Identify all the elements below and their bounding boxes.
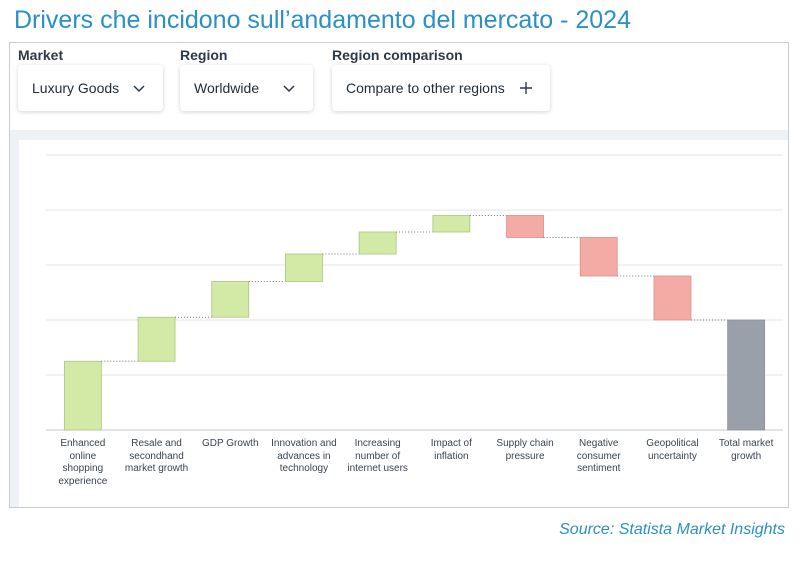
filter-label: Region comparison [332,47,463,63]
bar [137,316,176,362]
x-tick-label: GDP Growth [202,438,259,449]
x-tick-label: Geopolitical uncertainty [646,438,699,462]
filter-label: Region [180,47,228,63]
x-tick-label: Increasing number of internet users [347,438,408,474]
x-tick-label: Resale and secondhand market growth [124,438,189,474]
compare-button[interactable]: Compare to other regions [332,65,550,111]
x-tick-label: Supply chain pressure [496,438,554,462]
bar [211,281,250,318]
region-dropdown[interactable]: Worldwide [180,65,313,111]
dropdown-value: Luxury Goods [32,80,120,96]
filter-label: Market [18,47,64,63]
bar [506,215,544,238]
x-tick-label: Enhanced online shopping experience [58,438,108,487]
chart-side-strip [10,130,19,507]
plus-icon [520,82,532,94]
bar [579,237,618,277]
page-title: Drivers che incidono sull’andamento del … [14,6,631,34]
market-dropdown[interactable]: Luxury Goods [18,65,163,111]
source: Source: Statista Market Insights [559,521,785,538]
x-tick-label: Total market growth [718,438,774,462]
chevron-icon [283,85,295,93]
bar [63,360,102,431]
bar [432,215,471,233]
x-tick-label: Negative consumer sentiment [576,438,621,474]
bar [727,319,766,431]
button-text: Compare to other regions [346,80,505,96]
x-tick-label: Impact of inflation [430,438,472,462]
panel [9,42,789,508]
bar [285,253,323,282]
bar [358,231,397,255]
chevron-icon [133,85,145,93]
dropdown-value: Worldwide [194,80,260,96]
x-tick-label: Innovation and advances in technology [271,438,337,474]
bar [653,275,692,321]
chart-top-strip [10,130,789,140]
